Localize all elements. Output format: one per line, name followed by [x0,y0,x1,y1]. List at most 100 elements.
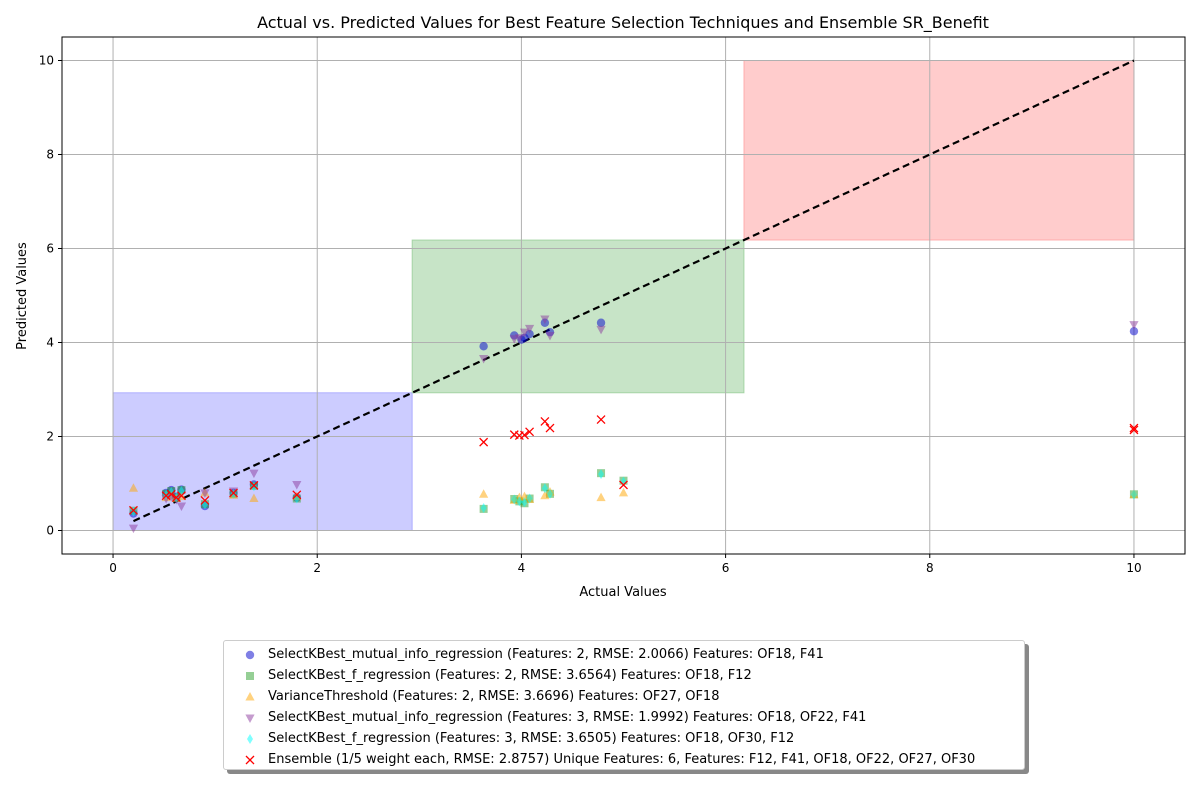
x-axis-ticks: 0 2 4 6 8 10 [109,554,1142,575]
x-stroke [176,491,186,501]
legend-marker-x [245,755,255,764]
data-point [541,483,548,494]
data-point [1130,489,1137,500]
y-tick-label: 2 [46,430,54,444]
legend-symbol [245,714,255,723]
x-tick-label: 8 [926,561,934,575]
chart-title: Actual vs. Predicted Values for Best Fea… [257,13,989,33]
data-point [292,480,302,490]
legend-label: Ensemble (1/5 weight each, RMSE: 2.8757)… [268,752,976,767]
y-tick-label: 6 [46,242,54,256]
data-point [545,331,555,341]
data-point [540,417,550,426]
data-point [596,492,606,502]
legend: SelectKBest_mutual_info_regression (Feat… [223,640,1025,770]
x-stroke [1129,423,1139,433]
data-point [618,487,629,497]
legend-item: SelectKBest_f_regression (Features: 2, R… [232,665,1016,686]
y-axis-ticks: 0 2 4 6 8 10 [39,54,62,538]
data-point [128,524,139,534]
data-point [479,354,489,364]
y-tick-label: 8 [46,148,54,162]
x-stroke [520,430,529,440]
data-point [479,342,488,351]
legend-symbol [246,671,254,680]
legend-item: SelectKBest_mutual_info_regression (Feat… [232,707,1016,728]
legend-item: SelectKBest_f_regression (Features: 3, R… [232,728,1016,749]
legend-item: Ensemble (1/5 weight each, RMSE: 2.8757)… [232,749,1016,770]
data-point [520,430,529,440]
data-point [526,493,533,504]
x-axis-label: Actual Values [579,585,667,600]
data-point [129,505,138,515]
data-point [176,502,187,512]
x-stroke [229,488,238,498]
data-point [521,497,528,508]
x-tick-label: 0 [109,561,117,575]
x-stroke [166,489,176,499]
x-stroke [479,437,489,447]
data-point [514,334,524,343]
data-point [519,328,530,338]
data-point [596,325,606,335]
data-point [596,415,606,425]
data-point [249,480,259,490]
x-stroke [245,755,255,764]
data-point [176,491,186,501]
data-point [1129,425,1139,435]
x-stroke [540,417,550,426]
series-6 [129,415,1139,515]
x-stroke [545,423,555,433]
data-point [596,318,606,327]
data-point [545,423,555,433]
data-point [480,502,487,513]
legend-symbol [245,691,255,700]
x-stroke [161,491,171,501]
data-point [540,490,550,500]
legend-marker-diamond [247,733,253,744]
legend-symbol [245,650,255,659]
x-stroke [596,415,606,425]
scatter-chart: 0 2 4 6 8 10 0 2 4 6 8 10 Actual vs. Predicted Val… [15,13,1186,600]
data-points [128,315,1139,534]
data-point [516,496,523,507]
data-point [598,469,605,480]
x-stroke [200,495,210,505]
plot-frame [61,36,1186,555]
data-point [161,491,171,501]
legend-label: SelectKBest_f_regression (Features: 2, R… [268,668,752,683]
legend-marker-triangle-down [245,714,255,723]
data-point [519,491,530,501]
data-point [479,437,489,447]
legend-label: VarianceThreshold (Features: 2, RMSE: 3.… [268,689,720,704]
x-tick-label: 2 [313,561,321,575]
region-1 [112,392,413,532]
legend-label: SelectKBest_f_regression (Features: 3, R… [268,731,795,746]
grid-lines [62,37,1185,554]
data-point [1129,423,1139,433]
x-stroke [171,493,181,503]
data-point [540,315,550,324]
legend-symbol [245,755,255,764]
identity-line [133,59,1135,523]
identity-dashed-line [133,59,1135,523]
x-tick-label: 4 [518,561,526,575]
x-tick-label: 10 [1126,561,1141,575]
x-stroke [525,427,535,437]
data-point [128,483,139,492]
x-stroke [292,490,302,500]
legend-label: SelectKBest_mutual_info_regression (Feat… [268,647,824,662]
data-point [479,489,489,498]
data-point [525,427,535,437]
legend-item: SelectKBest_mutual_info_regression (Feat… [232,644,1016,665]
y-axis-label: Predicted Values [15,242,30,350]
x-stroke [129,505,138,515]
data-point [619,480,628,490]
data-point [292,490,302,500]
legend-item: VarianceThreshold (Features: 2, RMSE: 3.… [232,686,1016,707]
data-point [166,489,176,499]
y-tick-label: 0 [46,524,54,538]
legend-marker-triangle-up [245,691,255,700]
legend-marker-square [246,671,254,680]
data-point [511,494,518,505]
